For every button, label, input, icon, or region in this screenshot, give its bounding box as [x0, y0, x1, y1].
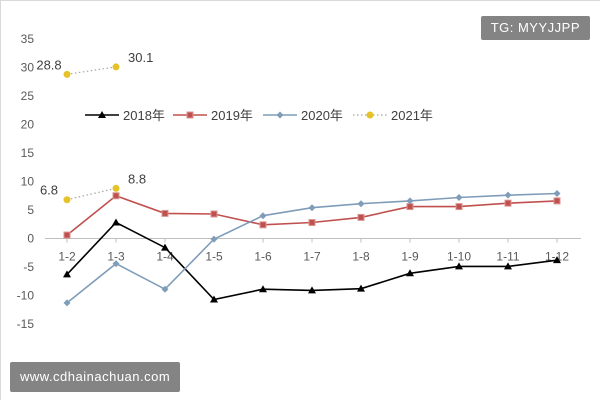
data-point: [259, 221, 267, 229]
series-0: [63, 218, 561, 303]
legend-marker: [276, 111, 284, 119]
legend-item: 2019年: [173, 108, 253, 123]
data-label: 28.8: [36, 57, 61, 72]
x-tick-label: 1-4: [156, 250, 174, 264]
legend-marker: [98, 111, 106, 118]
legend-marker: [366, 111, 374, 119]
series-line: [66, 66, 117, 75]
y-tick-label: 5: [27, 203, 34, 217]
data-point: [553, 189, 561, 197]
data-point: [553, 256, 561, 264]
x-tick-label: 1-5: [205, 250, 223, 264]
data-point: [63, 70, 71, 78]
data-point: [504, 199, 512, 207]
data-point: [455, 203, 463, 211]
data-point: [63, 270, 71, 278]
data-point: [112, 184, 120, 192]
y-tick-label: 30: [21, 61, 35, 75]
x-tick-label: 1-11: [496, 250, 519, 264]
legend-label: 2020年: [301, 108, 343, 123]
series-4: [63, 63, 120, 78]
data-point: [455, 262, 463, 270]
y-tick-label: 10: [21, 175, 35, 189]
series-layer: [63, 63, 561, 307]
watermark-bottom-left: www.cdhainachuan.com: [10, 362, 181, 392]
y-axis-ticks: 35 30 25 20 15 10 5 0 -5 -10 -15: [17, 32, 35, 331]
y-tick-label: -5: [23, 260, 34, 274]
legend: 2018年 2019年 2020年 2021年: [85, 108, 433, 123]
y-tick-label: 20: [21, 118, 35, 132]
x-tick-label: 1-9: [401, 250, 419, 264]
data-point: [406, 197, 414, 205]
data-point: [210, 295, 218, 303]
data-point: [161, 209, 169, 217]
x-tick-label: 1-8: [352, 250, 370, 264]
x-tick-label: 1-2: [58, 250, 76, 264]
data-point: [210, 210, 218, 218]
data-point: [406, 203, 414, 211]
legend-label: 2019年: [211, 108, 253, 123]
data-labels: 6.8 8.8 28.8 30.1: [36, 50, 153, 198]
y-tick-label: 35: [21, 32, 35, 46]
series-1: [63, 192, 561, 239]
y-tick-label: 0: [27, 232, 34, 246]
series-line: [66, 194, 558, 236]
legend-marker: [186, 111, 194, 119]
series-2: [63, 189, 561, 307]
x-tick-label: 1-7: [303, 250, 321, 264]
data-label: 8.8: [128, 171, 146, 186]
data-point: [259, 212, 267, 220]
data-point: [112, 63, 120, 71]
legend-label: 2021年: [391, 108, 433, 123]
data-label: 6.8: [40, 183, 58, 198]
data-point: [63, 196, 71, 204]
data-point: [504, 262, 512, 270]
data-point: [553, 197, 561, 205]
y-tick-label: -10: [17, 289, 35, 303]
data-point: [161, 285, 169, 293]
x-tick-label: 1-10: [447, 250, 471, 264]
data-point: [504, 191, 512, 199]
legend-item: 2018年: [85, 108, 165, 123]
data-point: [357, 213, 365, 221]
data-point: [112, 218, 120, 226]
x-axis-ticks: 1-21-31-41-51-61-71-81-91-101-111-12: [58, 238, 569, 264]
x-tick-label: 1-6: [254, 250, 272, 264]
data-point: [161, 243, 169, 251]
watermark-top-right: TG: MYYJJPP: [480, 16, 590, 40]
legend-item: 2020年: [263, 108, 343, 123]
data-point: [308, 286, 316, 294]
data-point: [112, 192, 120, 200]
data-point: [259, 285, 267, 293]
y-tick-label: 25: [21, 89, 35, 103]
data-point: [406, 269, 414, 277]
y-tick-label: 15: [21, 146, 35, 160]
data-point: [63, 231, 71, 239]
data-point: [112, 260, 120, 268]
data-point: [357, 284, 365, 292]
legend-item: 2021年: [353, 108, 433, 123]
legend-label: 2018年: [123, 108, 165, 123]
x-tick-label: 1-3: [107, 250, 125, 264]
data-point: [357, 200, 365, 208]
data-point: [308, 219, 316, 227]
series-3: [63, 184, 120, 204]
data-point: [63, 299, 71, 307]
series-line: [66, 187, 117, 201]
data-point: [455, 193, 463, 201]
data-point: [210, 235, 218, 243]
y-tick-label: -15: [17, 317, 35, 331]
data-label: 30.1: [128, 50, 153, 65]
data-point: [308, 204, 316, 212]
